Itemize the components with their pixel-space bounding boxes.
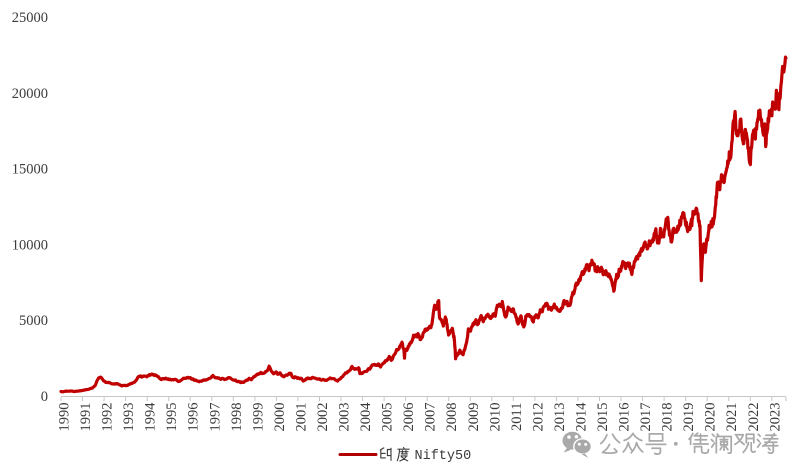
svg-text:2002: 2002 (315, 403, 331, 432)
svg-text:2005: 2005 (380, 403, 396, 432)
svg-text:2003: 2003 (337, 403, 353, 432)
svg-text:2018: 2018 (660, 403, 676, 432)
svg-text:1992: 1992 (100, 403, 116, 432)
svg-text:Nifty50: Nifty50 (415, 449, 472, 464)
svg-text:2021: 2021 (724, 403, 740, 432)
svg-text:1996: 1996 (186, 403, 202, 432)
svg-text:2001: 2001 (293, 403, 309, 432)
svg-text:2013: 2013 (552, 403, 568, 432)
svg-text:2004: 2004 (358, 402, 374, 432)
svg-text:1998: 1998 (229, 403, 245, 432)
svg-text:15000: 15000 (12, 162, 48, 178)
svg-text:1995: 1995 (164, 403, 180, 432)
svg-text:2007: 2007 (423, 403, 439, 432)
svg-text:2016: 2016 (617, 403, 633, 432)
svg-text:1997: 1997 (207, 403, 223, 432)
svg-text:2017: 2017 (638, 403, 654, 432)
svg-text:1993: 1993 (121, 403, 137, 432)
svg-text:5000: 5000 (19, 313, 48, 329)
svg-text:10000: 10000 (12, 237, 48, 253)
svg-text:2022: 2022 (746, 403, 762, 432)
svg-text:2015: 2015 (595, 403, 611, 432)
svg-text:2019: 2019 (681, 403, 697, 432)
svg-text:2011: 2011 (509, 403, 525, 431)
svg-text:2000: 2000 (272, 403, 288, 432)
svg-text:2008: 2008 (444, 403, 460, 432)
svg-text:2006: 2006 (401, 403, 417, 432)
svg-text:1999: 1999 (250, 403, 266, 432)
svg-text:1994: 1994 (143, 402, 159, 432)
svg-text:1990: 1990 (57, 403, 73, 432)
svg-text:20000: 20000 (12, 86, 48, 102)
svg-text:2012: 2012 (530, 403, 546, 432)
svg-text:2020: 2020 (703, 403, 719, 432)
svg-text:2023: 2023 (767, 403, 783, 432)
svg-text:2014: 2014 (574, 402, 590, 432)
svg-text:2009: 2009 (466, 403, 482, 432)
svg-text:1991: 1991 (78, 403, 94, 432)
svg-text:25000: 25000 (12, 10, 48, 26)
svg-text:0: 0 (41, 389, 48, 405)
svg-text:2010: 2010 (487, 403, 503, 432)
